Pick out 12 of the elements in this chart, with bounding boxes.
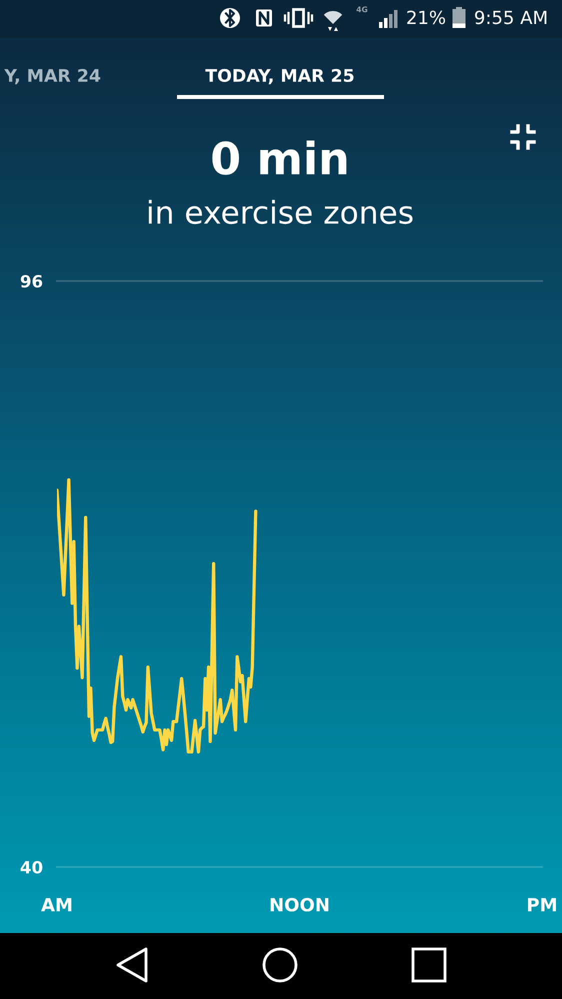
chart-subtitle: in exercise zones xyxy=(148,200,413,224)
y-tick-label: 96 xyxy=(20,274,42,288)
text: 9:55 AM xyxy=(475,10,546,24)
text: TODAY, MAR 25 xyxy=(205,68,354,84)
text: Y, MAR 24 xyxy=(4,68,100,84)
x-tick-label: PM xyxy=(528,898,556,912)
x-tick-label: NOON xyxy=(270,898,328,912)
line-series xyxy=(57,478,258,754)
chart-title: 0 min xyxy=(212,140,346,175)
x-tick-label: AM xyxy=(41,898,72,912)
y-tick-label: 40 xyxy=(20,860,42,874)
text: 21% xyxy=(407,10,446,24)
